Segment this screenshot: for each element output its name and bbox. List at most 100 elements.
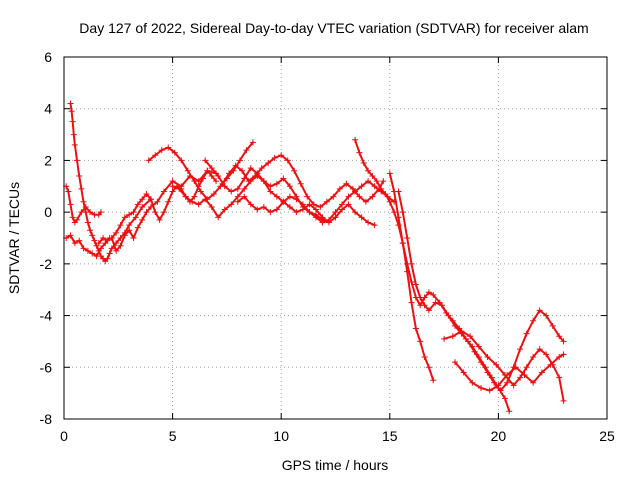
y-tick-label: -8 [40, 411, 53, 427]
data-point-plus [176, 185, 183, 192]
data-point-plus [286, 183, 293, 190]
chart-title: Day 127 of 2022, Sidereal Day-to-day VTE… [79, 20, 588, 36]
data-point-plus [286, 193, 293, 200]
series-trace [443, 330, 565, 402]
data-point-plus [265, 160, 272, 167]
data-point-plus [417, 338, 424, 345]
data-point-plus [70, 131, 77, 138]
data-point-plus [412, 281, 419, 288]
data-point-plus [239, 167, 246, 174]
data-point-plus [106, 250, 113, 257]
data-point-plus [273, 180, 280, 187]
data-point-plus [365, 178, 372, 185]
data-point-plus [160, 209, 167, 216]
data-point-plus [312, 206, 319, 213]
data-point-plus [421, 353, 428, 360]
plot-frame [63, 56, 608, 420]
series-arc-2 [63, 232, 113, 260]
data-point-plus [236, 157, 243, 164]
data-point-plus [430, 291, 437, 298]
data-point-plus [495, 382, 502, 389]
data-point-plus [134, 201, 141, 208]
data-point-plus [501, 395, 508, 402]
data-point-plus [504, 379, 511, 386]
data-point-plus [245, 178, 252, 185]
data-point-plus [369, 172, 376, 179]
data-point-plus [208, 172, 215, 179]
data-point-plus [521, 372, 528, 379]
data-point-plus [530, 353, 537, 360]
data-point-plus [108, 235, 115, 241]
data-point-plus [241, 193, 248, 200]
data-point-plus [412, 325, 419, 332]
data-point-plus [484, 369, 491, 376]
data-point-plus [219, 180, 226, 187]
data-point-plus [215, 172, 222, 179]
data-point-plus [304, 193, 311, 200]
data-point-plus [293, 209, 300, 216]
data-point-plus [547, 361, 554, 368]
data-point-plus [121, 232, 128, 239]
data-point-plus [130, 209, 137, 216]
data-point-plus [208, 203, 215, 210]
data-point-plus [74, 157, 81, 164]
data-point-plus [243, 147, 250, 154]
data-point-plus [178, 157, 185, 164]
data-point-plus [306, 209, 313, 216]
data-point-plus [134, 224, 141, 231]
data-point-plus [323, 198, 330, 205]
data-point-plus [143, 209, 150, 216]
y-tick-label: 2 [44, 152, 52, 168]
data-point-plus [345, 201, 352, 208]
data-point-plus [252, 172, 259, 179]
data-point-plus [71, 240, 78, 247]
data-point-plus [139, 203, 146, 210]
data-point-plus [247, 201, 254, 208]
data-point-plus [356, 193, 363, 200]
data-point-plus [69, 214, 76, 221]
data-point-plus [408, 260, 415, 267]
x-tick-label: 10 [273, 428, 289, 444]
data-point-plus [221, 206, 228, 213]
data-point-plus [556, 374, 563, 381]
data-point-plus [506, 408, 513, 415]
data-point-plus [556, 333, 563, 340]
data-point-plus [395, 214, 402, 221]
data-point-plus [530, 379, 537, 386]
data-point-plus [152, 152, 159, 159]
series-arc-13 [395, 188, 567, 394]
data-point-plus [491, 379, 498, 386]
data-point-plus [504, 372, 511, 379]
data-point-plus [339, 201, 346, 208]
data-point-plus [152, 209, 159, 216]
data-point-plus [80, 198, 87, 205]
data-point-plus [319, 219, 326, 226]
data-point-plus [378, 185, 385, 192]
series-arc-12 [386, 170, 437, 384]
data-point-plus [497, 387, 504, 394]
data-point-plus [399, 209, 406, 216]
data-point-plus [330, 193, 337, 200]
data-point-plus [76, 237, 83, 244]
data-point-plus [87, 227, 94, 234]
data-point-plus [517, 346, 524, 353]
data-point-plus [182, 193, 189, 200]
data-point-plus [143, 191, 150, 198]
y-tick-label: -2 [40, 256, 53, 272]
y-tick-label: 4 [44, 101, 52, 117]
data-point-plus [404, 268, 411, 275]
data-point-plus [200, 175, 207, 182]
data-point-plus [104, 255, 111, 262]
data-point-plus [460, 369, 467, 376]
data-point-plus [210, 191, 217, 198]
data-point-plus [184, 167, 191, 174]
data-point-plus [97, 209, 104, 216]
data-point-plus [195, 201, 202, 208]
data-point-plus [202, 196, 209, 203]
series-arc-15 [451, 351, 567, 394]
data-point-plus [417, 294, 424, 301]
data-point-plus [132, 214, 139, 221]
data-point-plus [471, 348, 478, 355]
data-point-plus [543, 351, 550, 358]
data-point-plus [560, 338, 567, 345]
